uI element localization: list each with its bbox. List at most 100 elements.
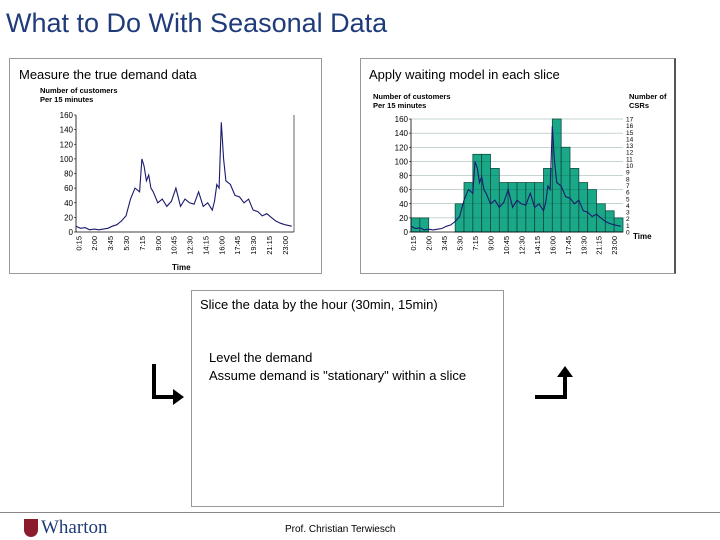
demand-slice-bar (578, 182, 589, 233)
y2-tick-label: 7 (626, 183, 630, 190)
x-tick-label: 23:00 (610, 236, 619, 255)
wharton-shield-icon (24, 519, 38, 537)
x-tick-label: 21:15 (265, 236, 274, 255)
demand-slice-bar (516, 182, 527, 233)
y2-tick-label: 9 (626, 170, 630, 177)
x-tick-label: 23:00 (281, 236, 290, 255)
y-tick-label: 120 (395, 143, 409, 152)
x-tick-label: 2:00 (90, 236, 99, 251)
x-tick-label: 17:45 (564, 236, 573, 255)
y-tick-label: 140 (60, 126, 74, 135)
y-tick-label: 20 (399, 214, 408, 223)
stationary-demand-text: Assume demand is "stationary" within a s… (209, 368, 467, 383)
waiting-model-label: Apply waiting model in each slice (369, 67, 560, 82)
y-tick-label: 80 (399, 172, 408, 181)
x-axis-label: Time (172, 263, 191, 272)
y2-tick-label: 11 (626, 156, 633, 163)
y-tick-label: 160 (395, 115, 409, 124)
y-axis-label: Number of customers (373, 92, 451, 101)
y-tick-label: 80 (64, 170, 73, 179)
y2-tick-label: 17 (626, 117, 634, 124)
y2-tick-label: 5 (626, 196, 630, 203)
y2-tick-label: 3 (626, 210, 630, 217)
wharton-logo-text: Wharton (41, 517, 108, 538)
y-tick-label: 120 (60, 140, 74, 149)
y-tick-label: 60 (399, 186, 408, 195)
demand-line (410, 126, 621, 231)
slide-title: What to Do With Seasonal Data (6, 8, 388, 38)
y2-tick-label: 0 (626, 230, 630, 237)
y-axis-label: Per 15 minutes (40, 95, 93, 104)
x-axis-label: Time (633, 232, 652, 241)
footer-divider (0, 512, 720, 513)
y-tick-label: 60 (64, 184, 73, 193)
y2-tick-label: 13 (626, 143, 634, 150)
x-tick-label: 16:00 (548, 236, 557, 255)
x-tick-label: 12:30 (186, 236, 195, 255)
x-tick-label: 10:45 (502, 236, 511, 255)
x-tick-label: 7:15 (471, 236, 480, 251)
x-tick-label: 5:30 (122, 236, 131, 251)
x-tick-label: 7:15 (138, 236, 147, 251)
y2-tick-label: 14 (626, 136, 634, 143)
y-tick-label: 0 (69, 228, 74, 237)
x-tick-label: 16:00 (217, 236, 226, 255)
footer-author: Prof. Christian Terwiesch (285, 524, 396, 535)
y-tick-label: 160 (60, 111, 74, 120)
demand-slice-bar (534, 182, 544, 233)
demand-slice-bar (587, 189, 597, 233)
y2-tick-label: 8 (626, 176, 630, 183)
demand-chart-panel: Measure the true demand data Number of c… (9, 58, 322, 274)
y-axis-label: Per 15 minutes (373, 101, 426, 110)
y2-tick-label: 10 (626, 163, 634, 170)
y2-axis-label: Number of (629, 92, 667, 101)
x-tick-label: 21:15 (595, 236, 604, 255)
level-demand-text: Level the demand (209, 350, 313, 365)
x-tick-label: 0:15 (409, 236, 418, 251)
demand-slice-bar (410, 217, 421, 233)
y-tick-label: 100 (60, 155, 74, 164)
x-tick-label: 2:00 (425, 236, 434, 251)
x-tick-label: 9:00 (487, 236, 496, 251)
y-axis-label: Number of customers (40, 86, 118, 95)
x-tick-label: 0:15 (74, 236, 83, 251)
y2-axis-label: CSRs (629, 101, 649, 110)
x-tick-label: 14:15 (533, 236, 542, 255)
x-tick-label: 3:45 (106, 236, 115, 251)
arrow-right-up-icon (535, 366, 573, 399)
y2-tick-label: 2 (626, 216, 630, 223)
y2-tick-label: 6 (626, 190, 630, 197)
y2-tick-label: 16 (626, 123, 634, 130)
wharton-logo: Wharton (24, 517, 107, 539)
x-tick-label: 19:30 (579, 236, 588, 255)
demand-chart-label: Measure the true demand data (19, 67, 197, 82)
y2-tick-label: 4 (626, 203, 630, 210)
x-tick-label: 9:00 (154, 236, 163, 251)
arrow-down-right-icon (152, 364, 184, 405)
x-tick-label: 12:30 (517, 236, 526, 255)
x-tick-label: 14:15 (201, 236, 210, 255)
x-tick-label: 3:45 (440, 236, 449, 251)
x-tick-label: 17:45 (233, 236, 242, 255)
y2-tick-label: 15 (626, 130, 634, 137)
waiting-model-panel: Apply waiting model in each slice Number… (360, 58, 676, 274)
demand-slice-bar (498, 182, 509, 233)
y-tick-label: 0 (404, 228, 409, 237)
x-tick-label: 19:30 (249, 236, 258, 255)
slice-text-box: Slice the data by the hour (30min, 15min… (191, 290, 504, 507)
x-tick-label: 5:30 (456, 236, 465, 251)
y-tick-label: 20 (64, 213, 73, 222)
demand-slice-bar (525, 182, 536, 233)
y-tick-label: 100 (395, 157, 409, 166)
x-tick-label: 10:45 (170, 236, 179, 255)
slice-heading: Slice the data by the hour (30min, 15min… (200, 297, 438, 312)
y-tick-label: 140 (395, 129, 409, 138)
y-tick-label: 40 (399, 200, 408, 209)
demand-slice-bar (604, 210, 615, 233)
y2-tick-label: 1 (626, 223, 630, 230)
y2-tick-label: 12 (626, 150, 634, 157)
demand-line (75, 122, 292, 231)
y-tick-label: 40 (64, 199, 73, 208)
